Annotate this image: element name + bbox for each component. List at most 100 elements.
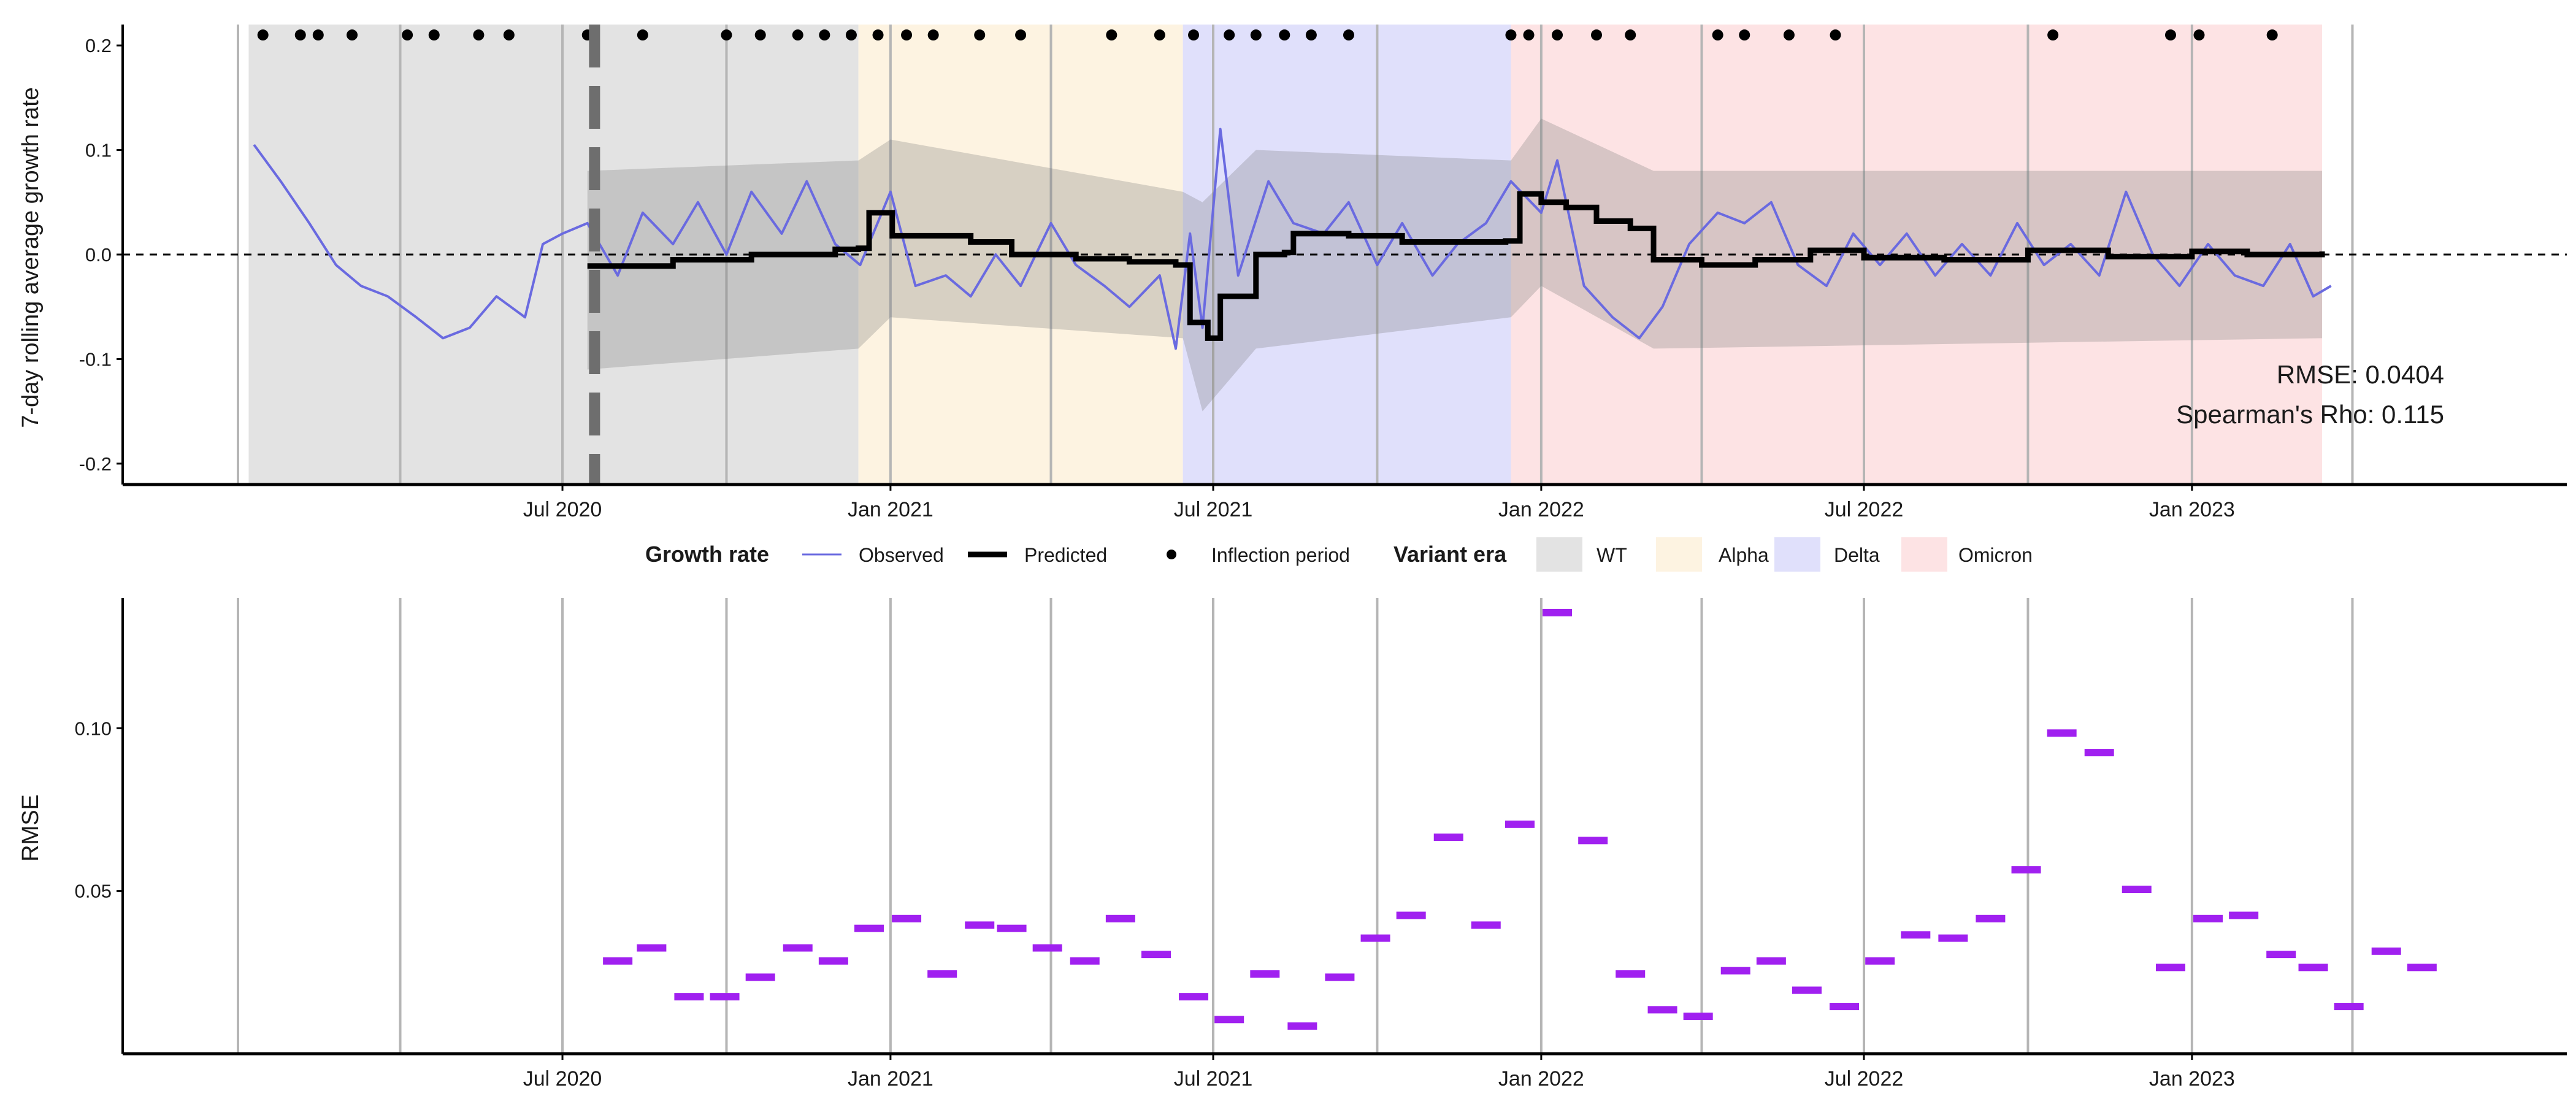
rmse-mark (2193, 914, 2223, 922)
legend-variant-era-title: Variant era (1393, 542, 1507, 567)
bottom-y-axis-title: RMSE (18, 794, 44, 862)
rmse-mark (1976, 914, 2006, 922)
rmse-mark (1543, 608, 1573, 616)
rmse-mark (1901, 931, 1931, 939)
inflection-point (901, 29, 913, 41)
inflection-point (872, 29, 884, 41)
prediction-interval (587, 118, 2323, 412)
inflection-point (1154, 29, 1165, 41)
inflection-point (1712, 29, 1723, 41)
inflection-point (1590, 29, 1602, 41)
inflection-point (845, 29, 857, 41)
inflection-point (1188, 29, 1200, 41)
inflection-point (2193, 29, 2205, 41)
legend-alpha-label: Alpha (1719, 544, 1769, 566)
inflection-point (637, 29, 648, 41)
inflection-point (1830, 29, 1841, 41)
rmse-mark (927, 970, 957, 978)
inflection-point (1505, 29, 1517, 41)
rmse-mark (1250, 970, 1280, 978)
legend-wt-swatch (1536, 537, 1582, 572)
inflection-point (2266, 29, 2278, 41)
rmse-mark (2298, 964, 2328, 972)
rmse-mark (1756, 957, 1786, 965)
top-y-tick-label: 0.2 (85, 35, 112, 56)
prediction-interval-band (587, 118, 2323, 412)
rmse-mark (997, 924, 1027, 932)
inflection-point (1552, 29, 1563, 41)
rmse-mark (637, 944, 667, 952)
legend-growth-rate-title: Growth rate (645, 542, 769, 567)
rmse-mark (1505, 820, 1535, 828)
inflection-point (1279, 29, 1290, 41)
rmse-mark (783, 944, 813, 952)
bottom-y-tick-label: 0.05 (75, 881, 112, 902)
bottom-grid (237, 598, 2354, 1054)
inflection-point (1224, 29, 1235, 41)
top-x-tick-label: Jan 2023 (2149, 498, 2235, 521)
inflection-point (2164, 29, 2176, 41)
rmse-panel: 0.10 0.05 Jul 2020 Jan 2021 Jul 2021 Jan 2022… (18, 598, 2567, 1091)
inflection-point (347, 29, 358, 41)
top-x-tick-label: Jan 2021 (848, 498, 933, 521)
bottom-x-tick-label: Jul 2021 (1174, 1067, 1253, 1091)
rmse-mark (1433, 834, 1463, 841)
inflection-point (819, 29, 830, 41)
rmse-mark (2407, 964, 2437, 972)
rmse-mark (2229, 911, 2259, 919)
rmse-mark (2266, 951, 2296, 959)
legend-wt-label: WT (1597, 544, 1627, 566)
rmse-mark (2155, 964, 2185, 972)
top-y-tick-label: 0.0 (85, 244, 112, 266)
inflection-point (428, 29, 440, 41)
legend-predicted-label: Predicted (1024, 544, 1107, 566)
era-band-delta (1183, 25, 1511, 485)
rmse-mark (1287, 1022, 1317, 1030)
inflection-point (1015, 29, 1027, 41)
legend-alpha-swatch (1656, 537, 1702, 572)
legend-delta-swatch (1774, 537, 1820, 572)
inflection-point (2047, 29, 2059, 41)
spearman-annotation: Spearman's Rho: 0.115 (2176, 400, 2444, 429)
rmse-mark (1325, 973, 1355, 981)
rmse-mark (710, 993, 740, 1001)
inflection-point (312, 29, 324, 41)
top-axes: 0.2 0.1 0.0 -0.1 -0.2 Jul 2020 Jan 2021 Jul 202… (79, 25, 2567, 521)
rmse-mark (1792, 986, 1822, 994)
inflection-point (792, 29, 803, 41)
inflection-point (1739, 29, 1750, 41)
rmse-mark (892, 914, 922, 922)
rmse-mark (1683, 1012, 1713, 1020)
rmse-mark (1214, 1016, 1244, 1024)
top-x-tick-label: Jul 2021 (1174, 498, 1253, 521)
inflection-point (927, 29, 939, 41)
predicted-series (587, 191, 2325, 341)
bottom-x-tick-label: Jul 2022 (1825, 1067, 1904, 1091)
legend-omicron-label: Omicron (1958, 544, 2033, 566)
top-y-tick-label: 0.1 (85, 140, 112, 161)
legend-omicron-swatch (1901, 537, 1947, 572)
rmse-mark (2122, 885, 2152, 893)
inflection-point (294, 29, 306, 41)
rmse-mark (1578, 837, 1608, 845)
rmse-mark (854, 924, 884, 932)
inflection-point (473, 29, 485, 41)
rmse-mark (2334, 1003, 2364, 1011)
top-x-tick-label: Jan 2022 (1498, 498, 1584, 521)
rmse-mark (965, 921, 995, 929)
rmse-mark (1647, 1006, 1677, 1014)
top-y-tick-label: -0.2 (79, 453, 112, 475)
inflection-point (721, 29, 732, 41)
inflection-point (1305, 29, 1317, 41)
inflection-point (402, 29, 413, 41)
top-x-tick-label: Jul 2020 (523, 498, 602, 521)
rmse-marks (603, 608, 2437, 1030)
inflection-point (1625, 29, 1636, 41)
bottom-x-tick-label: Jan 2021 (848, 1067, 933, 1091)
rmse-mark (1179, 993, 1209, 1001)
rmse-mark (2047, 729, 2077, 737)
rmse-mark (1471, 921, 1501, 929)
rmse-mark (1396, 911, 1426, 919)
